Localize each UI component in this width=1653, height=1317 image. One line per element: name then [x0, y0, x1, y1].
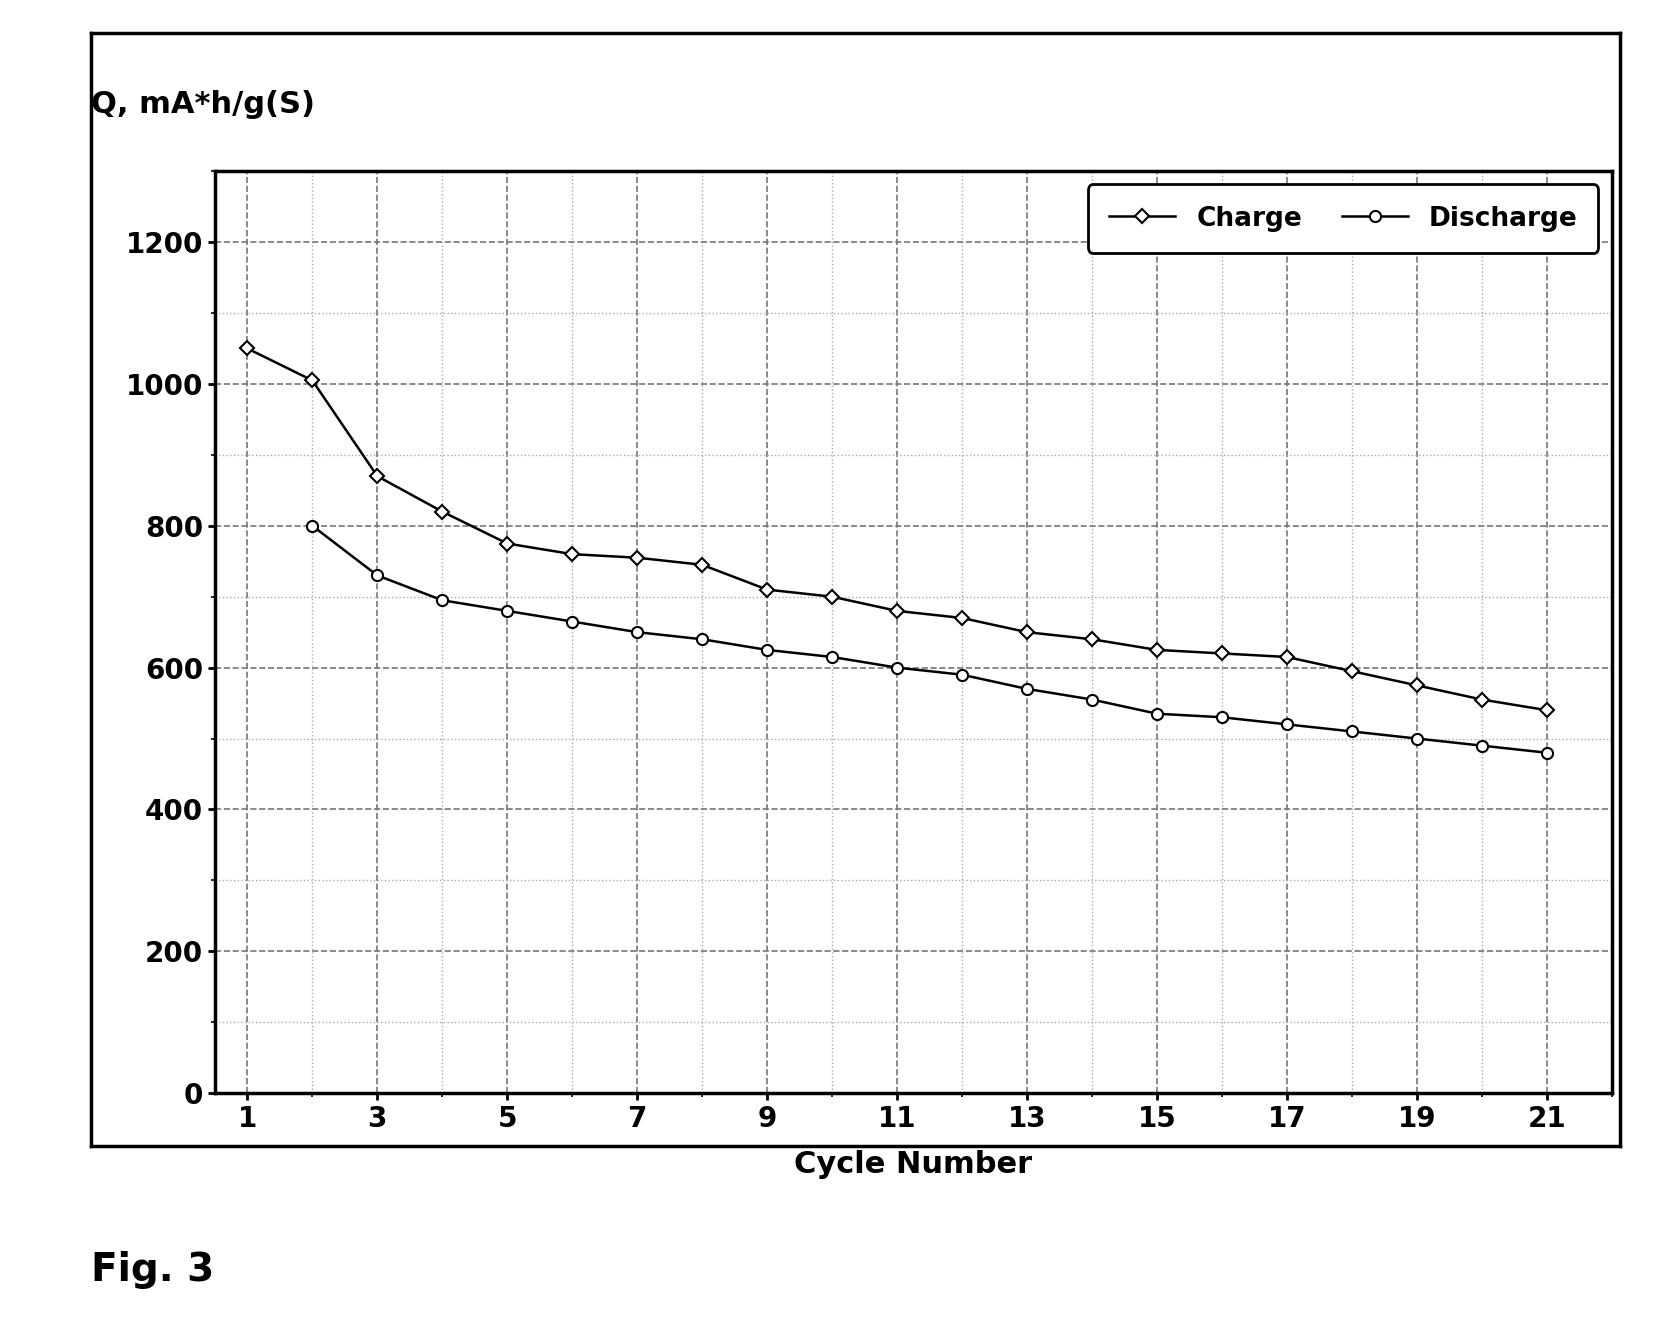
Charge [433, 503, 453, 519]
Discharge [952, 666, 972, 682]
Discharge [1083, 691, 1103, 707]
Discharge [1017, 681, 1036, 697]
Charge [367, 469, 387, 485]
Discharge [1407, 731, 1427, 747]
Discharge [1342, 723, 1362, 739]
Discharge [1147, 706, 1167, 722]
Charge [757, 582, 777, 598]
Charge [562, 547, 582, 562]
Charge [1147, 641, 1167, 657]
Line: Discharge: Discharge [307, 520, 1552, 759]
Charge [952, 610, 972, 626]
Charge [498, 536, 517, 552]
Discharge [822, 649, 841, 665]
Discharge [498, 603, 517, 619]
Charge [1017, 624, 1036, 640]
Legend: Charge, Discharge: Charge, Discharge [1088, 184, 1598, 253]
Discharge [433, 593, 453, 608]
Discharge [757, 641, 777, 657]
Discharge [302, 518, 322, 533]
Discharge [693, 631, 712, 647]
Discharge [1276, 716, 1296, 732]
Charge [1407, 677, 1427, 693]
Discharge [1537, 745, 1557, 761]
Discharge [367, 568, 387, 583]
Charge [1537, 702, 1557, 718]
Charge [693, 557, 712, 573]
Text: Q, mA*h/g(S): Q, mA*h/g(S) [91, 90, 316, 119]
Charge [1471, 691, 1491, 707]
Charge [302, 373, 322, 389]
Text: Fig. 3: Fig. 3 [91, 1251, 215, 1289]
Charge [238, 341, 258, 357]
Charge [888, 603, 907, 619]
Charge [822, 589, 841, 605]
Discharge [888, 660, 907, 676]
Discharge [562, 614, 582, 630]
Discharge [1471, 738, 1491, 753]
Charge [1276, 649, 1296, 665]
Charge [626, 549, 646, 565]
Line: Charge: Charge [243, 344, 1552, 715]
Charge [1212, 645, 1231, 661]
Charge [1342, 664, 1362, 680]
X-axis label: Cycle Number: Cycle Number [793, 1150, 1033, 1179]
Discharge [626, 624, 646, 640]
Charge [1083, 631, 1103, 647]
Discharge [1212, 710, 1231, 726]
